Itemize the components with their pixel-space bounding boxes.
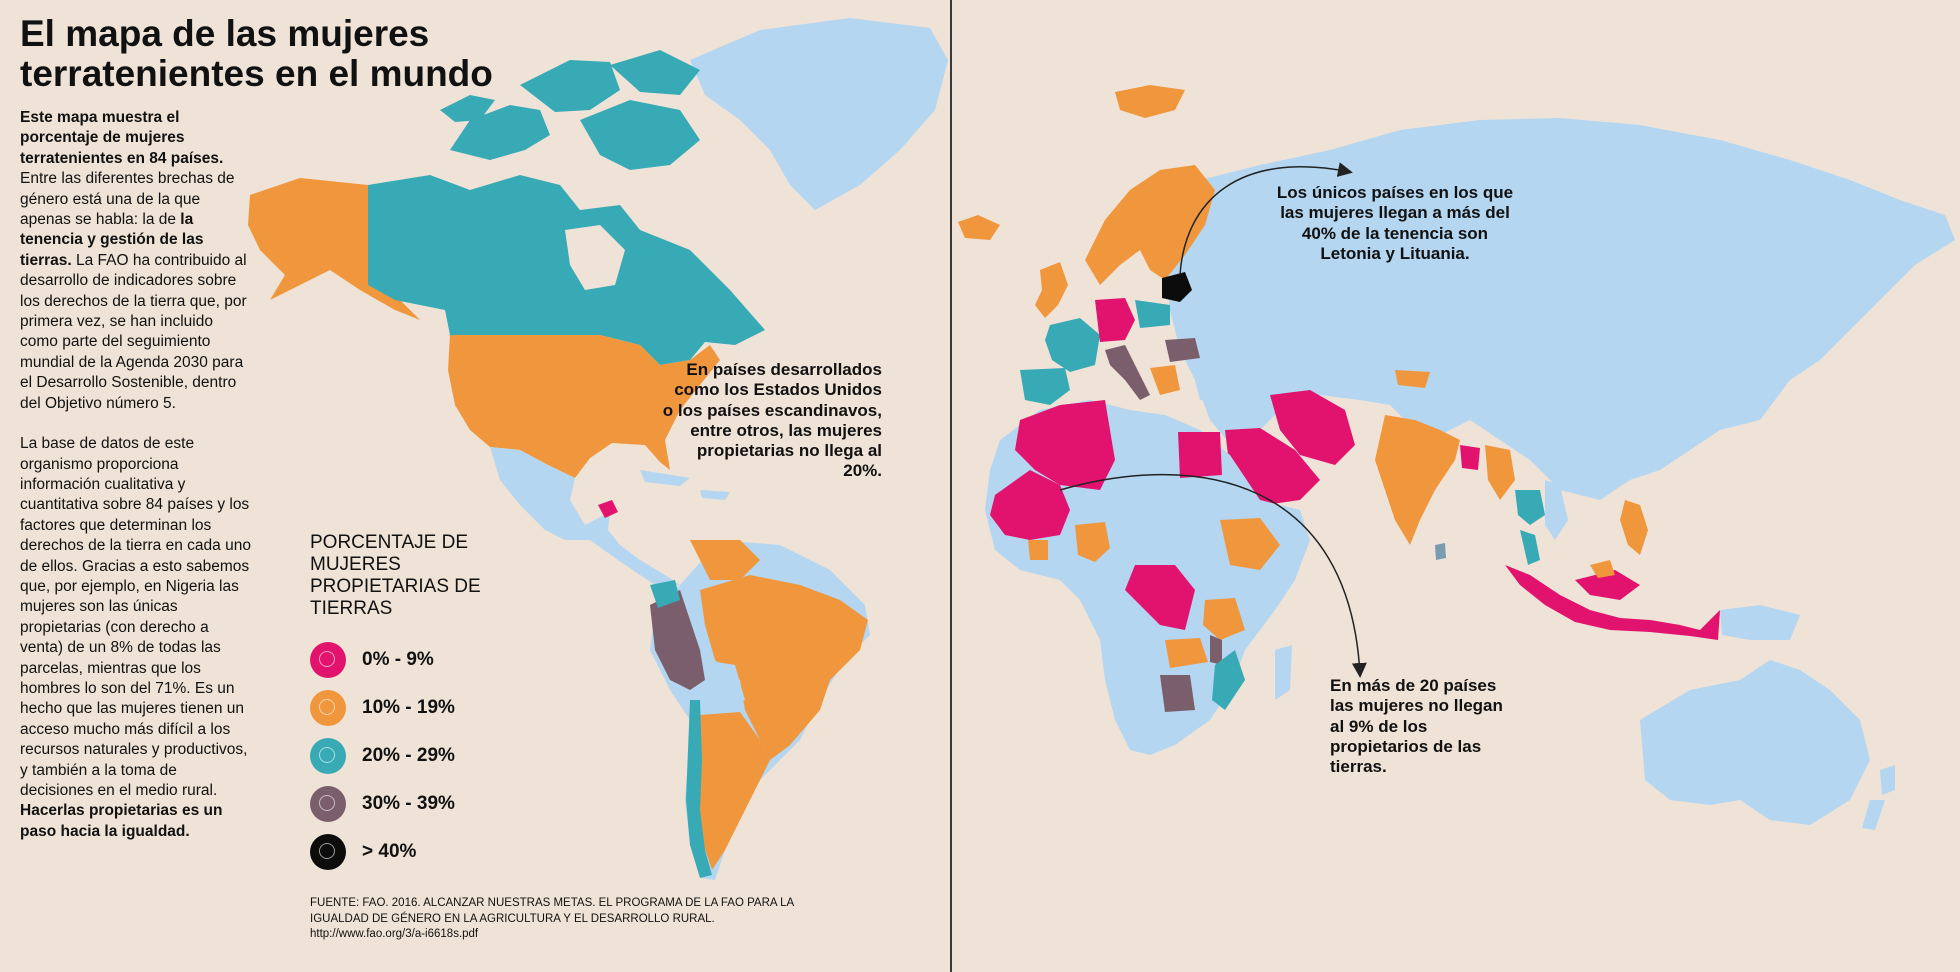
region-philippines [1620, 500, 1648, 555]
legend-swatch-ring [319, 843, 335, 859]
legend-item: 0% - 9% [310, 642, 520, 678]
legend-swatch-ring [319, 651, 335, 667]
region-malawi [1210, 635, 1222, 665]
region-eurasia [1160, 118, 1955, 500]
intro-paragraph-1: Este mapa muestra el porcentaje de mujer… [20, 108, 252, 414]
intro-text-2: La FAO ha contribuido al desarrollo de i… [20, 251, 247, 412]
region-mexico [490, 447, 610, 540]
legend-label: 0% - 9% [362, 649, 434, 670]
region-canada-arctic [440, 50, 700, 170]
intro-paragraph-2: La base de datos de este organismo propo… [20, 434, 252, 842]
region-malay [1520, 530, 1540, 565]
legend-swatch [310, 690, 346, 726]
region-new-guinea [1720, 605, 1800, 640]
source-url: http://www.fao.org/3/a-i6618s.pdf [310, 928, 479, 940]
intro-paragraph-2-text: La base de datos de este organismo propo… [20, 435, 251, 799]
region-myanmar [1485, 445, 1515, 500]
region-france [1045, 318, 1100, 372]
region-venezuela [690, 540, 760, 580]
intro-text: Este mapa muestra el porcentaje de mujer… [20, 108, 252, 862]
region-brazil [700, 575, 868, 760]
legend-swatch [310, 642, 346, 678]
region-madagascar [1275, 645, 1292, 700]
region-alaska [248, 178, 420, 320]
region-spain [1020, 368, 1070, 405]
region-balkans [1150, 365, 1180, 395]
annotation-developed: En países desarrollados como los Estados… [662, 360, 882, 481]
region-australia [1640, 660, 1870, 825]
region-canada [368, 175, 765, 365]
region-greenland [690, 18, 948, 210]
region-hudson-bay [565, 225, 625, 290]
region-iran [1270, 390, 1355, 465]
region-india [1375, 415, 1460, 545]
intro-lead: Este mapa muestra el porcentaje de mujer… [20, 109, 224, 167]
region-botswana [1160, 675, 1195, 712]
legend-title: PORCENTAJE DE MUJERES PROPIETARIAS DE TI… [310, 532, 481, 619]
region-sri-lanka [1435, 543, 1446, 560]
region-romania [1165, 338, 1200, 362]
region-ghana [1028, 540, 1048, 560]
region-guatemala [598, 500, 618, 518]
legend-swatch-ring [319, 699, 335, 715]
region-central-america [590, 530, 680, 588]
intro-text-1: Entre las diferentes brechas de género e… [20, 170, 235, 229]
region-iceland [1115, 85, 1185, 118]
panel-divider [950, 0, 952, 972]
region-new-zealand [1862, 765, 1895, 830]
region-egypt [1178, 432, 1222, 478]
legend-item: 10% - 19% [310, 690, 520, 726]
region-usa [448, 335, 720, 478]
region-central-asia-spot [1395, 370, 1430, 388]
region-vietnam [1545, 480, 1568, 540]
annotation-twenty-countries: En más de 20 países las mujeres no llega… [1330, 676, 1503, 777]
source-line: FUENTE: FAO. 2016. ALCANZAR NUESTRAS MET… [310, 897, 794, 925]
region-poland [1135, 300, 1170, 328]
legend-swatch-ring [319, 795, 335, 811]
region-chile [686, 700, 712, 878]
intro-closing: Hacerlas propietarias es un paso hacia l… [20, 802, 223, 840]
region-argentina [698, 712, 770, 870]
region-peru [650, 590, 705, 690]
legend-label: > 40% [362, 841, 417, 862]
legend-label: 30% - 39% [362, 793, 455, 814]
map-legend: PORCENTAJE DE MUJERES PROPIETARIAS DE TI… [310, 532, 520, 882]
region-japan [1690, 375, 1725, 420]
annotation-baltics: Los únicos países en los que las mujeres… [1276, 183, 1514, 263]
region-uk [1035, 262, 1068, 318]
region-ireland [958, 215, 1000, 240]
legend-items: 0% - 9% 10% - 19% 20% - 29% 30% - 39% > 40% [310, 642, 520, 870]
region-borneo-orange [1590, 560, 1615, 578]
legend-swatch [310, 738, 346, 774]
region-mali [990, 470, 1070, 540]
legend-item: 30% - 39% [310, 786, 520, 822]
region-germany [1095, 298, 1135, 342]
region-algeria [1015, 400, 1115, 490]
region-turkey [1195, 375, 1275, 405]
region-indonesia [1505, 565, 1720, 640]
region-bolivia [705, 660, 745, 710]
page-title: El mapa de las mujeres terratenientes en… [20, 13, 493, 94]
region-italy [1105, 345, 1150, 400]
legend-label: 20% - 29% [362, 745, 455, 766]
intro-bold-2: la tenencia y gestión de las tierras. [20, 211, 204, 269]
legend-swatch [310, 786, 346, 822]
legend-item: > 40% [310, 834, 520, 870]
legend-label: 10% - 19% [362, 697, 455, 718]
legend-swatch [310, 834, 346, 870]
source-note: FUENTE: FAO. 2016. ALCANZAR NUESTRAS MET… [310, 896, 850, 943]
region-baltics [1162, 272, 1192, 302]
legend-swatch-ring [319, 747, 335, 763]
region-bangladesh [1460, 445, 1480, 470]
region-ecuador [650, 580, 680, 608]
region-caribbean [640, 470, 730, 500]
legend-item: 20% - 29% [310, 738, 520, 774]
region-thailand [1515, 490, 1545, 525]
